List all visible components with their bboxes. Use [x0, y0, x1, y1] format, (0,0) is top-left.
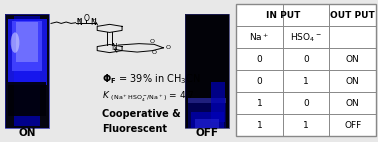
Text: N: N	[76, 18, 82, 27]
Bar	[16, 22, 38, 62]
Bar	[14, 16, 40, 126]
Text: OUT PUT: OUT PUT	[330, 11, 375, 20]
Text: 0: 0	[257, 55, 262, 64]
Text: IN PUT: IN PUT	[266, 11, 300, 20]
Bar	[188, 98, 226, 103]
Text: ON: ON	[346, 55, 360, 64]
Bar	[211, 82, 225, 122]
Text: Cooperative &: Cooperative &	[102, 109, 181, 119]
Bar	[191, 112, 224, 128]
Bar	[5, 14, 49, 128]
Bar	[188, 103, 226, 128]
Text: ON: ON	[346, 99, 360, 108]
Ellipse shape	[11, 32, 19, 53]
Bar	[186, 14, 229, 128]
Bar	[195, 119, 219, 128]
Text: O: O	[166, 45, 170, 50]
Text: 1: 1	[257, 99, 262, 108]
Text: H: H	[91, 18, 96, 23]
Text: O: O	[152, 50, 156, 55]
Text: O: O	[83, 14, 89, 23]
Text: 1: 1	[303, 77, 309, 86]
Bar	[236, 4, 376, 136]
Text: Na$^+$: Na$^+$	[249, 31, 270, 43]
Text: 1: 1	[303, 121, 309, 130]
Text: N: N	[111, 43, 116, 52]
Text: 0: 0	[257, 77, 262, 86]
Bar	[5, 14, 49, 128]
Text: OFF: OFF	[344, 121, 361, 130]
Bar	[186, 14, 229, 128]
Bar	[5, 14, 49, 128]
Text: $\mathbf{\Phi}_\mathbf{F}$ = 39% in CH$_3$CN: $\mathbf{\Phi}_\mathbf{F}$ = 39% in CH$_…	[102, 73, 201, 86]
Text: Fluorescent: Fluorescent	[102, 124, 167, 134]
Text: 0: 0	[303, 99, 309, 108]
Bar	[8, 14, 47, 128]
Text: OFF: OFF	[196, 128, 218, 138]
Text: $\mathit{K}$ $_{(\mathrm{Na^+HSO_4^-/Na^+})}$ = 4.7: $\mathit{K}$ $_{(\mathrm{Na^+HSO_4^-/Na^…	[102, 89, 194, 104]
Bar	[12, 21, 42, 71]
Text: HSO$_4$$^-$: HSO$_4$$^-$	[290, 31, 322, 44]
Bar	[8, 19, 47, 85]
Text: 1: 1	[257, 121, 262, 130]
Text: O: O	[150, 39, 155, 44]
Text: H: H	[77, 18, 81, 23]
Text: N: N	[90, 18, 96, 27]
Text: 0: 0	[303, 55, 309, 64]
Text: ON: ON	[346, 77, 360, 86]
Bar	[8, 82, 46, 116]
Text: ON: ON	[19, 128, 36, 138]
